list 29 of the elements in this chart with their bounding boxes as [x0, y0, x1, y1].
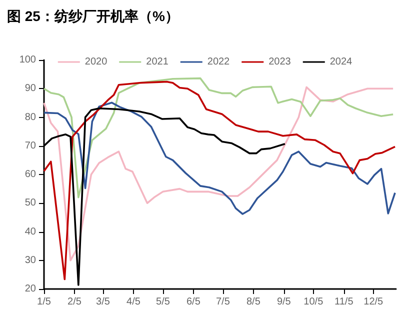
x-tick-label: 9/5: [276, 296, 292, 308]
line-series: [43, 77, 394, 198]
y-tick-label: 80: [24, 112, 36, 123]
legend-label: 2024: [330, 56, 353, 68]
y-tick-label: 100: [19, 54, 36, 66]
y-tick-label: 20: [24, 284, 36, 294]
y-tick-label: 60: [24, 169, 36, 180]
x-tick-label: 2/5: [68, 296, 82, 308]
legend-label: 2023: [268, 56, 292, 68]
chart-title: 图 25：纺纱厂开机率（%）: [7, 8, 179, 24]
x-tick-label: 1/5: [37, 296, 52, 308]
x-tick-label: 11/5: [334, 296, 354, 308]
line-series: [43, 102, 396, 215]
legend-label: 2020: [84, 56, 108, 68]
legend-label: 2022: [207, 56, 230, 68]
x-tick-label: 10/5: [304, 296, 324, 308]
x-tick-label: 12/5: [364, 296, 384, 308]
legend-label: 2021: [146, 56, 169, 68]
x-tick-label: 8/5: [246, 296, 261, 308]
y-tick-label: 70: [24, 140, 36, 152]
y-tick-label: 40: [24, 226, 36, 238]
x-tick-label: 3/5: [96, 296, 110, 308]
y-tick-label: 90: [24, 83, 36, 94]
y-tick-label: 30: [24, 254, 36, 266]
x-tick-label: 4/5: [126, 296, 141, 308]
x-tick-label: 6/5: [186, 296, 201, 308]
y-tick-label: 50: [24, 198, 36, 209]
x-tick-label: 7/5: [216, 296, 230, 308]
x-tick-label: 5/5: [156, 296, 170, 308]
